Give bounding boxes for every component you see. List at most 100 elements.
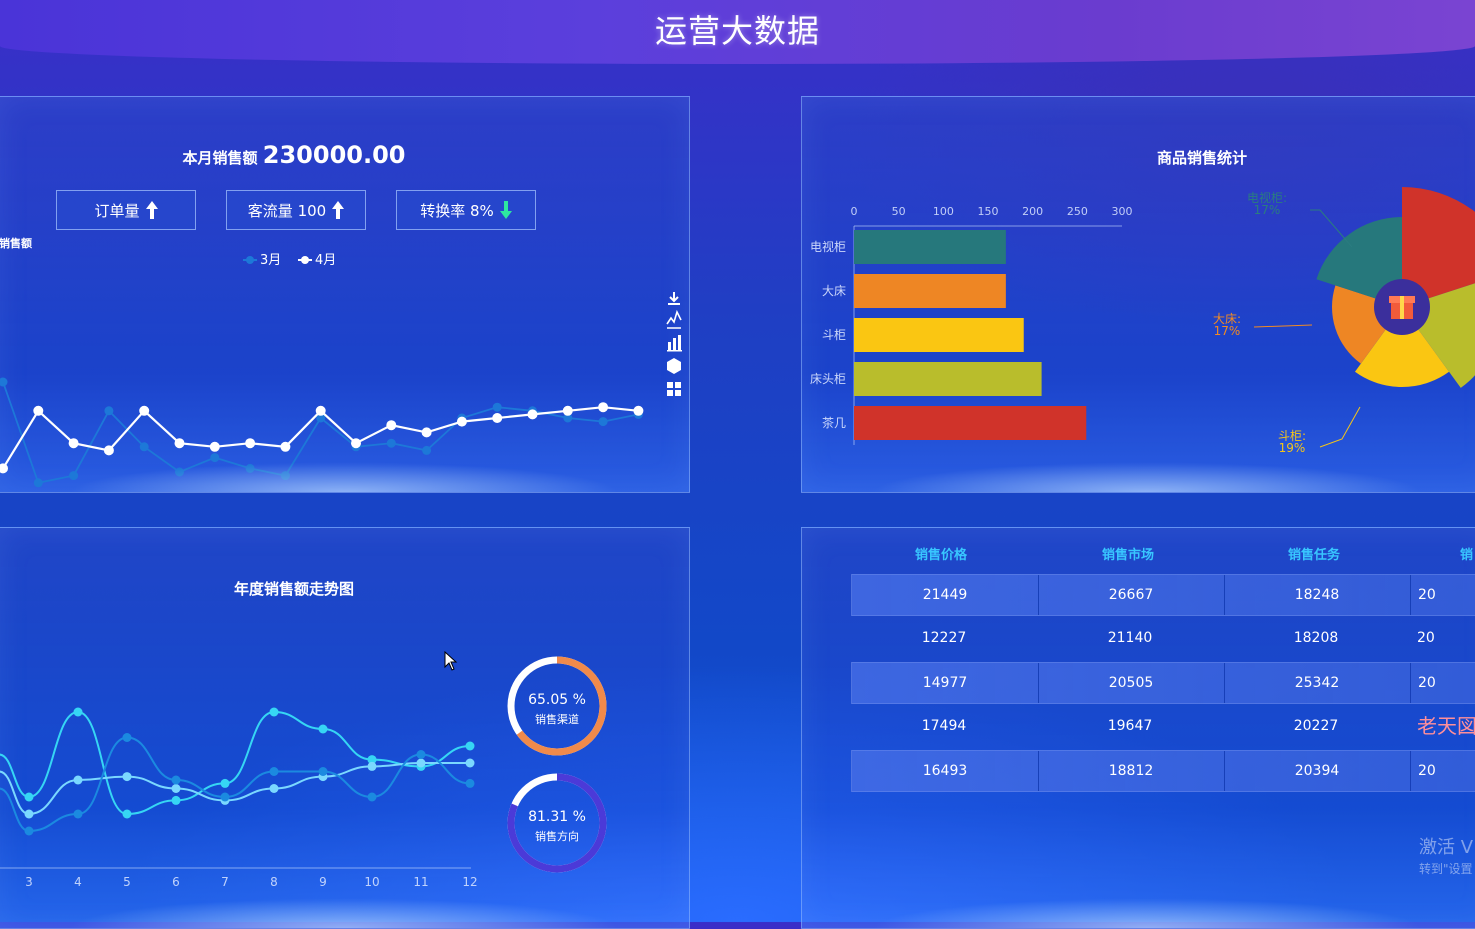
data-point — [562, 405, 573, 416]
table-divider — [1224, 575, 1225, 615]
table-row: 12227 21140 18208 20 — [851, 618, 1475, 658]
data-point — [103, 445, 114, 456]
data-point — [465, 741, 475, 751]
kpi-orders-label: 订单量 — [94, 201, 140, 220]
table-cell: 18248 — [1294, 587, 1340, 603]
table-header-task: 销售任务 — [1288, 548, 1341, 563]
x-tick-label: 0 — [851, 205, 858, 218]
x-tick-label: 150 — [978, 205, 999, 218]
table-cell: 18208 — [1293, 630, 1339, 646]
gauge-value: 65.05 % — [528, 692, 586, 708]
data-point — [492, 413, 503, 423]
x-tick-label: 4 — [74, 875, 82, 889]
y-tick-label: 斗柜 — [822, 328, 846, 342]
x-tick-label: 250 — [1067, 205, 1088, 218]
slice-斗柜 — [1354, 307, 1450, 387]
data-point — [367, 792, 377, 802]
sales-table-panel: 销售价格 销售市场 销售任务 销 21449 26667 18248 20 12227 2… — [801, 527, 1475, 929]
pie-label-pct: 17% — [1254, 203, 1281, 217]
monthly-sales-panel: 本月销售额 230000.00 订单量 客流量 100 转换率 8% 销售额 3月… — [0, 96, 690, 493]
gift-icon — [1389, 296, 1415, 319]
gauge-progress — [507, 656, 607, 756]
gauge-label: 销售渠道 — [535, 712, 579, 726]
x-tick-label: 9 — [319, 875, 327, 889]
data-point — [465, 778, 475, 788]
panel-glow — [871, 462, 1423, 492]
x-tick-label: 7 — [221, 875, 229, 889]
kpi-traffic[interactable]: 客流量 100 — [226, 190, 366, 230]
table-divider — [1410, 663, 1411, 703]
panel-glow — [68, 898, 620, 928]
data-point — [73, 809, 83, 819]
table-cell: 21140 — [1107, 630, 1153, 646]
x-tick-label: 12 — [462, 875, 477, 889]
data-point — [122, 772, 132, 782]
line-chart-icon[interactable] — [666, 309, 682, 329]
data-point — [269, 707, 279, 717]
table-divider — [1410, 575, 1411, 615]
data-point — [122, 733, 132, 742]
table-cell: 14977 — [922, 675, 968, 691]
annual-trend-panel: 年度销售额走势图 3 4 5 6 7 8 9 10 11 12 65.05 % 销售渠道 81.31 … — [0, 527, 690, 929]
kpi-conversion[interactable]: 转换率 8% — [396, 190, 536, 230]
table-cell: 16493 — [922, 763, 968, 779]
data-point — [633, 405, 644, 416]
table-divider — [1038, 751, 1039, 791]
table-cell: 20505 — [1108, 675, 1154, 691]
table-divider — [1224, 663, 1225, 703]
kpi-conversion-label: 转换率 8% — [420, 201, 494, 220]
trend-series-line — [0, 736, 471, 833]
data-point — [171, 795, 181, 805]
monthly-sales-label: 本月销售额 — [182, 149, 258, 167]
data-point — [416, 750, 426, 759]
pie-label-name: 电视柜: — [1247, 190, 1287, 205]
data-point — [24, 826, 34, 836]
stack-icon[interactable] — [667, 358, 681, 374]
activation-watermark-line2: 转到"设置 — [1419, 862, 1473, 876]
data-point — [139, 405, 150, 416]
data-point — [68, 438, 79, 449]
data-point — [139, 442, 149, 452]
pie-label-pct: 19% — [1279, 441, 1306, 455]
data-point — [174, 438, 185, 449]
x-tick-label: 8 — [270, 875, 278, 889]
table-cell: 26667 — [1108, 587, 1154, 603]
bar-大床 — [854, 274, 1006, 308]
table-cell: 老天図 — [1417, 714, 1475, 738]
x-tick-label: 300 — [1112, 205, 1133, 218]
down-arrow-icon — [499, 201, 512, 219]
y-tick-label: 床头柜 — [810, 372, 846, 386]
slice-茶几 — [1402, 187, 1475, 307]
bar-电视柜 — [854, 230, 1006, 264]
table-header-price: 销售价格 — [915, 548, 968, 563]
table-cell: 17494 — [921, 718, 967, 734]
table-cell: 12227 — [921, 630, 967, 646]
data-point — [367, 755, 377, 765]
data-point — [24, 792, 34, 802]
data-point — [318, 767, 328, 776]
mouse-cursor-icon — [444, 651, 458, 671]
pie-label-line — [1253, 324, 1313, 328]
y-tick-label: 电视柜 — [810, 239, 846, 254]
table-divider — [1224, 751, 1225, 791]
bar-chart-icon[interactable] — [667, 335, 682, 352]
table-divider — [1038, 575, 1039, 615]
data-point — [598, 402, 609, 413]
tiled-icon[interactable] — [667, 382, 681, 396]
annual-trend-title: 年度销售额走势图 — [233, 580, 354, 598]
header-bar — [0, 0, 1475, 64]
y-tick-label: 茶几 — [822, 415, 846, 430]
kpi-orders[interactable]: 订单量 — [56, 190, 196, 230]
monthly-sales-line-chart: 销售额3月4月234567891011121314151617181920 — [0, 237, 644, 488]
x-tick-label: 100 — [933, 205, 954, 218]
data-point — [33, 405, 44, 416]
table-row: 16493 18812 20394 20 — [851, 750, 1475, 792]
pie-label-name: 斗柜: — [1278, 429, 1306, 443]
gauge-value: 81.31 % — [528, 809, 586, 825]
download-icon[interactable] — [668, 292, 680, 305]
data-point — [351, 438, 361, 449]
data-point — [269, 767, 279, 776]
bar-床头柜 — [854, 362, 1042, 396]
legend-label: 3月 — [260, 253, 281, 268]
data-point — [269, 784, 279, 793]
